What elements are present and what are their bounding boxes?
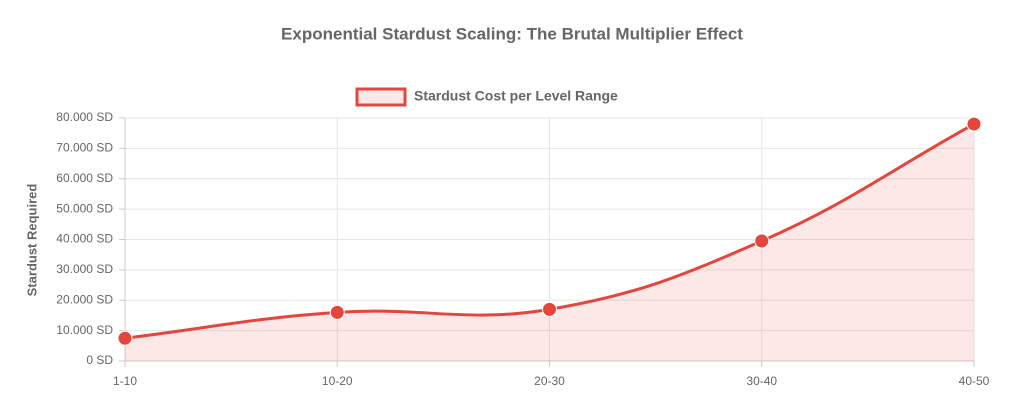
y-tick-label: 40.000 SD <box>56 232 113 246</box>
chart-title: Exponential Stardust Scaling: The Brutal… <box>281 24 743 43</box>
y-tick-label: 30.000 SD <box>56 262 113 276</box>
y-tick-label: 60.000 SD <box>56 171 113 185</box>
y-tick-label: 10.000 SD <box>56 323 113 337</box>
y-tick-label: 0 SD <box>86 353 113 367</box>
x-tick-label: 1-10 <box>113 374 137 388</box>
x-tick-label: 40-50 <box>959 374 990 388</box>
plot <box>117 116 982 361</box>
y-axis-title: Stardust Required <box>24 184 39 297</box>
x-tick-label: 10-20 <box>322 374 353 388</box>
point <box>542 301 557 317</box>
legend-label: Stardust Cost per Level Range <box>414 88 618 104</box>
x-tick-label: 20-30 <box>534 374 565 388</box>
legend: Stardust Cost per Level Range <box>355 87 618 107</box>
point <box>117 330 133 346</box>
grid: 0 SD 10.000 SD 20.000 SD 30.000 SD 40.000 SD… <box>56 110 989 388</box>
point <box>966 116 982 132</box>
legend-swatch <box>355 87 407 107</box>
point <box>329 304 345 320</box>
y-tick-label: 20.000 SD <box>56 292 113 306</box>
y-tick-label: 70.000 SD <box>56 141 113 155</box>
y-tick-label: 50.000 SD <box>56 201 113 215</box>
point <box>754 233 770 249</box>
area <box>125 124 974 361</box>
x-tick-label: 30-40 <box>746 374 777 388</box>
y-tick-label: 80.000 SD <box>56 110 113 124</box>
